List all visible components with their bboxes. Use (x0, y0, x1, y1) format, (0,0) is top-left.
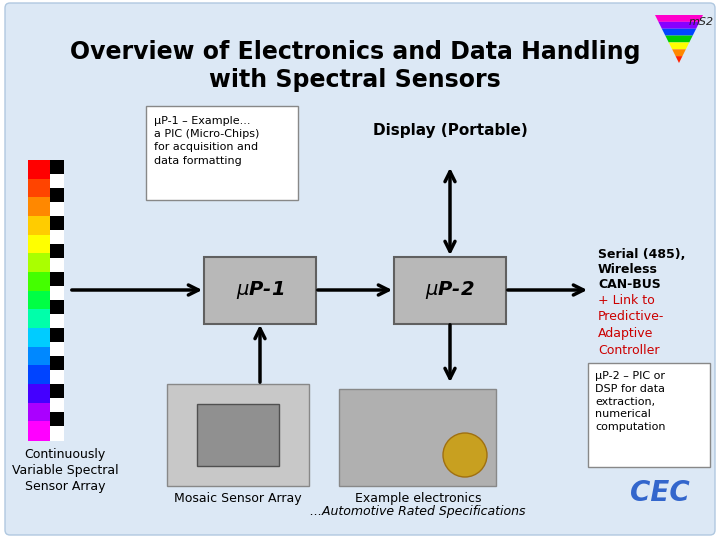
Bar (28, 366, 50, 384)
Bar (50, 230, 64, 245)
Bar (50, 356, 64, 370)
Bar (50, 328, 64, 342)
Polygon shape (658, 22, 700, 29)
FancyBboxPatch shape (5, 3, 715, 535)
Text: CAN-BUS: CAN-BUS (598, 278, 661, 291)
Text: Wireless: Wireless (598, 263, 658, 276)
Bar (50, 216, 64, 231)
Text: Mosaic Sensor Array: Mosaic Sensor Array (174, 492, 302, 505)
Text: Display (Portable): Display (Portable) (373, 123, 527, 138)
Text: μP-2 – PIC or
DSP for data
extraction,
numerical
computation: μP-2 – PIC or DSP for data extraction, n… (595, 371, 665, 432)
Bar (28, 253, 50, 273)
Text: mS2: mS2 (688, 17, 714, 27)
Bar (28, 291, 50, 310)
FancyBboxPatch shape (146, 106, 298, 200)
Polygon shape (655, 15, 703, 22)
Text: μP-1 – Example...
a PIC (Micro-Chips)
for acquisition and
data formatting: μP-1 – Example... a PIC (Micro-Chips) fo… (154, 116, 259, 166)
Bar (28, 179, 50, 198)
Bar (50, 384, 64, 399)
Bar (50, 188, 64, 202)
Bar (50, 286, 64, 300)
Bar (28, 309, 50, 328)
Bar (28, 160, 50, 179)
Text: $\mu$P-1: $\mu$P-1 (236, 279, 284, 301)
Bar (28, 384, 50, 403)
Bar (28, 216, 50, 235)
Text: $\mu$P-2: $\mu$P-2 (426, 279, 474, 301)
Text: + Link to
Predictive-
Adaptive
Controller: + Link to Predictive- Adaptive Controlle… (598, 294, 665, 356)
Bar (50, 412, 64, 427)
FancyBboxPatch shape (339, 389, 496, 486)
Bar (28, 197, 50, 217)
Bar (50, 202, 64, 217)
Polygon shape (675, 56, 683, 63)
Bar (50, 342, 64, 356)
Polygon shape (662, 29, 696, 36)
Circle shape (443, 433, 487, 477)
Bar (50, 272, 64, 287)
Text: Example electronics: Example electronics (355, 492, 481, 505)
Bar (28, 235, 50, 254)
Bar (28, 421, 50, 441)
Text: with Spectral Sensors: with Spectral Sensors (209, 68, 501, 92)
Bar (50, 370, 64, 384)
Bar (50, 160, 64, 174)
Bar (50, 300, 64, 314)
Bar (50, 314, 64, 328)
Bar (28, 403, 50, 422)
FancyBboxPatch shape (197, 404, 279, 466)
Bar (28, 272, 50, 291)
Bar (28, 347, 50, 366)
FancyBboxPatch shape (204, 257, 316, 324)
Bar (50, 174, 64, 188)
FancyBboxPatch shape (394, 257, 506, 324)
FancyBboxPatch shape (588, 363, 710, 467)
Text: Overview of Electronics and Data Handling: Overview of Electronics and Data Handlin… (70, 40, 640, 64)
Bar (50, 426, 64, 441)
Text: ...​Automotive Rated Specifications: ...​Automotive Rated Specifications (310, 505, 526, 518)
Bar (50, 258, 64, 273)
Polygon shape (672, 49, 686, 56)
Bar (28, 328, 50, 347)
Text: CEC: CEC (630, 479, 690, 507)
Bar (50, 244, 64, 259)
Text: Serial (485),: Serial (485), (598, 248, 685, 261)
Text: Continuously
Variable Spectral
Sensor Array: Continuously Variable Spectral Sensor Ar… (12, 448, 118, 493)
Polygon shape (665, 36, 693, 43)
Polygon shape (669, 43, 689, 49)
Bar (50, 398, 64, 413)
FancyBboxPatch shape (167, 384, 309, 486)
